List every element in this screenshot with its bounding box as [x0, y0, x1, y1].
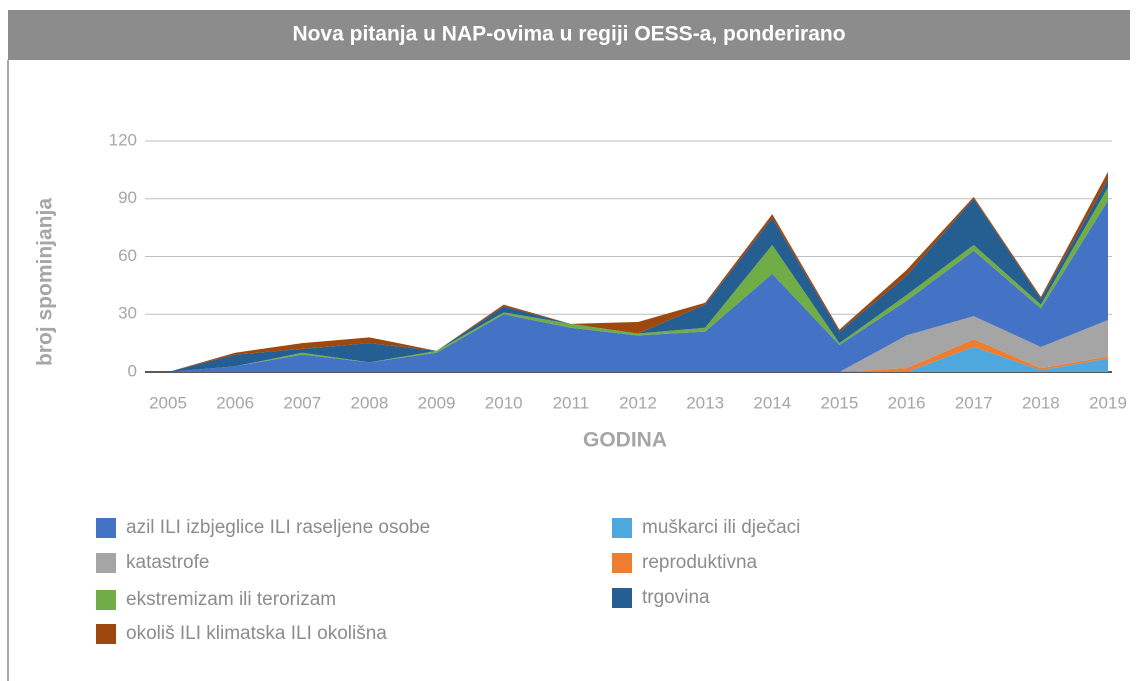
x-tick-label: 2006	[216, 393, 254, 412]
x-tick-label: 2008	[351, 393, 389, 412]
y-tick-label: 120	[109, 130, 137, 149]
x-tick-label: 2019	[1089, 393, 1127, 412]
x-tick-label: 2011	[553, 393, 590, 412]
x-tick-label: 2015	[821, 393, 859, 412]
legend-label: reproduktivna	[642, 552, 758, 573]
legend-label: ekstremizam ili terorizam	[126, 589, 336, 610]
chart-title: Nova pitanja u NAP-ovima u regiji OESS-a…	[292, 23, 845, 46]
area	[168, 171, 1108, 372]
x-tick-label: 2005	[149, 393, 187, 412]
legend-swatch	[96, 624, 116, 644]
legend-label: muškarci ili dječaci	[642, 517, 800, 538]
x-tick-label: 2009	[418, 393, 456, 412]
x-tick-label: 2016	[888, 393, 926, 412]
legend-label: okoliš ILI klimatska ILI okolišna	[126, 623, 387, 644]
x-tick-label: 2013	[686, 393, 724, 412]
x-tick-label: 2014	[753, 393, 791, 412]
x-tick-label: 2012	[619, 393, 657, 412]
legend-swatch	[96, 518, 116, 538]
area	[168, 200, 1108, 372]
area	[168, 187, 1108, 372]
y-tick-label: 60	[118, 246, 137, 265]
legend-swatch	[96, 553, 116, 573]
legend-swatch	[612, 588, 632, 608]
x-tick-label: 2007	[283, 393, 321, 412]
area	[168, 346, 1108, 372]
area	[168, 316, 1108, 372]
x-tick-label: 2010	[485, 393, 523, 412]
y-tick-label: 90	[118, 188, 137, 207]
y-tick-label: 30	[118, 304, 137, 323]
y-tick-label: 0	[128, 361, 137, 380]
title-bar	[8, 10, 1130, 60]
legend-swatch	[612, 553, 632, 573]
legend-swatch	[612, 518, 632, 538]
x-axis-label: GODINA	[583, 429, 667, 452]
legend-label: katastrofe	[126, 552, 209, 573]
legend-label: azil ILI izbjeglice ILI raseljene osobe	[126, 517, 430, 538]
legend-swatch	[96, 590, 116, 610]
y-axis-label: broj spominjanja	[34, 198, 57, 366]
x-tick-label: 2017	[955, 393, 993, 412]
x-tick-label: 2018	[1022, 393, 1060, 412]
legend-label: trgovina	[642, 587, 710, 608]
